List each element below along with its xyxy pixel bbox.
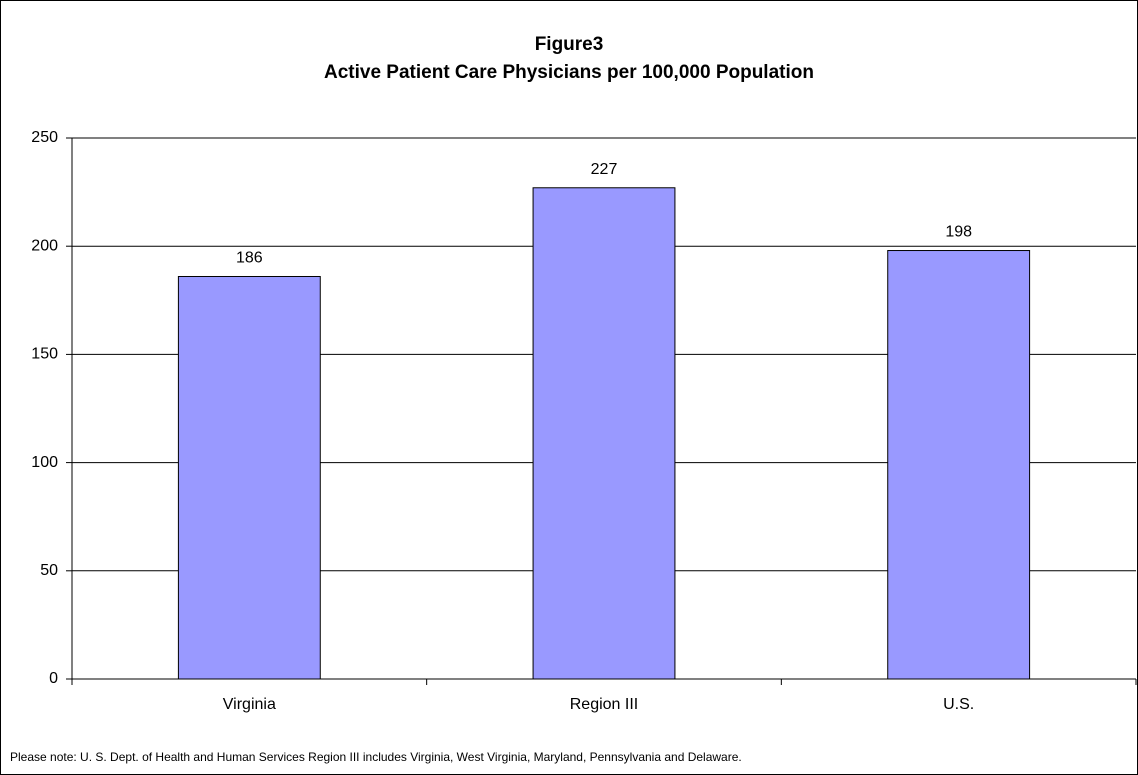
y-tick-label: 100 (31, 454, 58, 471)
y-tick-label: 250 (31, 129, 58, 146)
chart-title: Figure3 (535, 34, 604, 55)
y-tick-label: 150 (31, 346, 58, 363)
bar (887, 250, 1031, 680)
data-label: 198 (945, 224, 972, 241)
bar (532, 187, 676, 680)
chart-subtitle: Active Patient Care Physicians per 100,0… (324, 62, 814, 83)
x-tick-label: U.S. (943, 696, 974, 713)
x-tick-label: Region III (570, 696, 638, 713)
data-label: 227 (591, 161, 618, 178)
y-tick-label: 0 (49, 670, 58, 687)
x-tick-label: Virginia (223, 696, 276, 713)
data-label: 186 (236, 250, 263, 267)
y-tick-label: 50 (40, 562, 58, 579)
bar (177, 275, 321, 680)
y-tick-label: 200 (31, 237, 58, 254)
note: Please note: U. S. Dept. of Health and H… (10, 750, 742, 764)
